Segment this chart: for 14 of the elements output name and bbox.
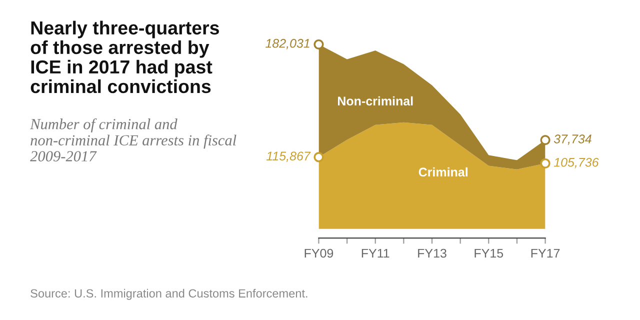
data-label: 182,031 (266, 38, 310, 50)
series-label: Non-criminal (338, 96, 413, 106)
x-tick-label: FY11 (362, 248, 390, 258)
x-tick-label: FY09 (304, 248, 334, 258)
data-label: 115,867 (266, 152, 311, 162)
data-label: 105,736 (554, 158, 599, 168)
text: Number of criminal and non-criminal ICE arrests in fiscal 2009-2017 (30, 118, 236, 162)
x-tick-label: FY15 (474, 248, 504, 258)
series-label: Criminal (418, 167, 468, 177)
text: Nearly three-quarters of those arrested by ICE in 2017 had past criminal convictions (30, 20, 219, 94)
source-note: Source: U.S. Immigration and Customs Enforcement. (30, 288, 308, 300)
x-tick-label: FY17 (531, 248, 560, 258)
x-tick-label: FY13 (418, 248, 446, 258)
data-label: 37,734 (554, 134, 592, 145)
